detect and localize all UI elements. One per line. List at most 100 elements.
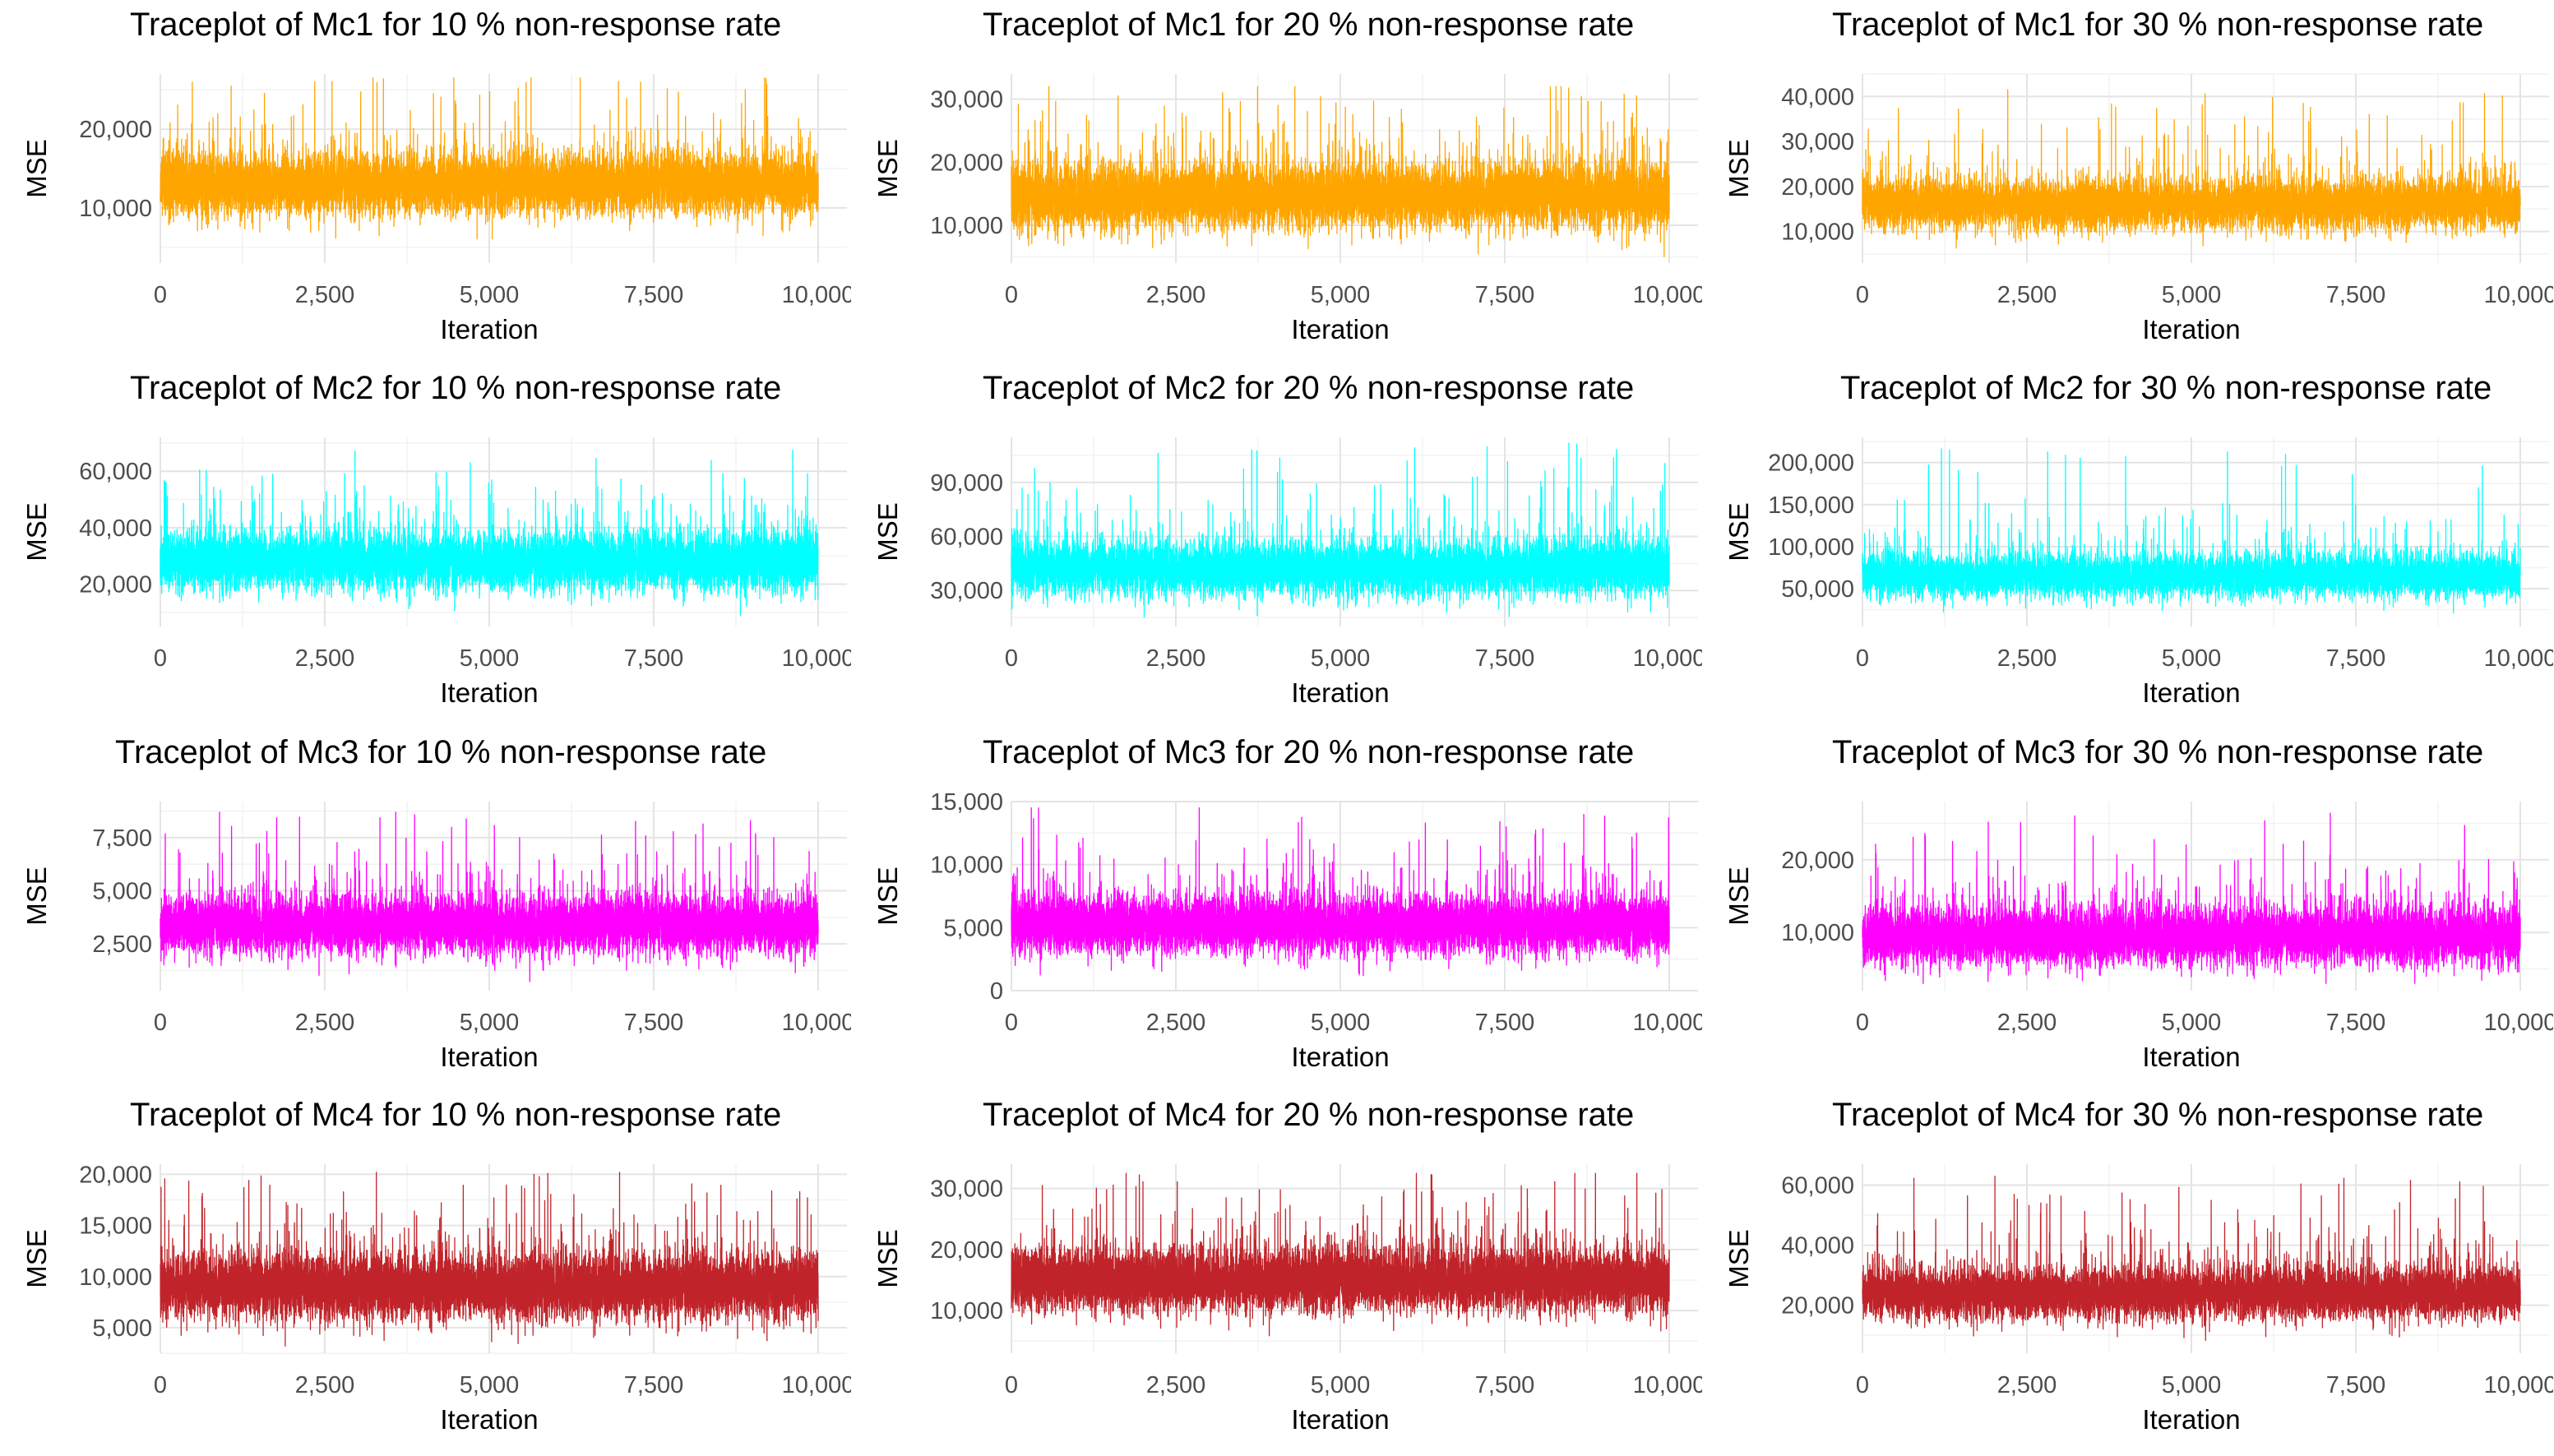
y-tick-label: 10,000: [79, 1264, 152, 1291]
x-tick-label: 2,500: [295, 645, 355, 672]
y-tick-label: 0: [990, 978, 1003, 1005]
chart-svg: 0 2,500 5,000 7,500 10,000 50,000 100,000 150,0…: [1723, 437, 2553, 708]
x-tick-label: 5,000: [460, 645, 520, 672]
y-tick-label: 60,000: [930, 524, 1003, 550]
traceplot-panel-3: Traceplot of Mc1 for 30 % non-response r…: [1702, 0, 2553, 363]
x-tick-label: 7,500: [624, 1372, 684, 1398]
trace-line: [1862, 812, 2521, 984]
trace-line: [1011, 442, 1670, 618]
x-tick-label: 5,000: [1311, 645, 1371, 672]
y-axis-label: MSE: [1723, 867, 1754, 926]
x-tick-label: 2,500: [295, 1372, 355, 1398]
x-tick-label: 10,000: [2484, 1372, 2553, 1398]
y-tick-label: 15,000: [79, 1213, 152, 1240]
chart-svg: 0 2,500 5,000 7,500 10,000 10,000 20,000 30,000…: [1723, 73, 2553, 344]
y-axis-label: MSE: [872, 139, 903, 198]
x-tick-label: 2,500: [1997, 1372, 2057, 1398]
x-tick-label: 2,500: [1146, 1010, 1206, 1036]
chart-title: Traceplot of Mc4 for 20 % non-response r…: [983, 1097, 1635, 1133]
y-tick-label: 90,000: [930, 470, 1003, 497]
traceplot-panel-12: Traceplot of Mc4 for 30 % non-response r…: [1702, 1090, 2553, 1454]
x-axis-label: Iteration: [440, 1404, 538, 1435]
x-tick-label: 5,000: [460, 1010, 520, 1036]
x-tick-label: 10,000: [1633, 1010, 1702, 1036]
x-tick-label: 5,000: [460, 282, 520, 308]
chart-svg: 0 2,500 5,000 7,500 10,000 10,000 20,000 Iterat…: [21, 74, 851, 344]
y-tick-label: 20,000: [79, 1162, 152, 1188]
x-tick-label: 0: [154, 1372, 167, 1398]
y-tick-label: 7,500: [92, 825, 152, 852]
x-tick-label: 10,000: [1633, 1372, 1702, 1398]
y-axis-label: MSE: [872, 867, 903, 926]
x-tick-label: 5,000: [1311, 1372, 1371, 1398]
x-tick-label: 7,500: [1475, 1010, 1535, 1036]
traceplot-panel-2: Traceplot of Mc1 for 20 % non-response r…: [851, 0, 1702, 363]
chart-title: Traceplot of Mc4 for 10 % non-response r…: [130, 1097, 782, 1133]
x-tick-label: 2,500: [1997, 645, 2057, 672]
chart-title: Traceplot of Mc3 for 20 % non-response r…: [983, 734, 1635, 770]
y-tick-label: 40,000: [1781, 84, 1854, 110]
y-tick-label: 30,000: [930, 578, 1003, 604]
x-axis-label: Iteration: [1291, 1042, 1389, 1072]
trace-line: [160, 449, 819, 617]
y-tick-label: 30,000: [930, 1176, 1003, 1203]
y-axis-label: MSE: [872, 1229, 903, 1288]
traceplot-panel-5: Traceplot of Mc2 for 20 % non-response r…: [851, 363, 1702, 727]
x-tick-label: 2,500: [1146, 645, 1206, 672]
trace-line: [160, 77, 819, 240]
x-tick-label: 0: [154, 645, 167, 672]
x-tick-label: 7,500: [2326, 282, 2386, 308]
y-tick-label: 10,000: [930, 213, 1003, 239]
traceplot-panel-11: Traceplot of Mc4 for 20 % non-response r…: [851, 1090, 1702, 1454]
y-tick-label: 5,000: [92, 879, 152, 905]
x-axis-label: Iteration: [1291, 677, 1389, 708]
trace-line: [160, 1172, 819, 1347]
y-tick-label: 20,000: [79, 572, 152, 599]
chart-title: Traceplot of Mc3 for 30 % non-response r…: [1832, 734, 2484, 770]
y-tick-label: 30,000: [930, 87, 1003, 113]
x-tick-label: 7,500: [624, 282, 684, 308]
x-tick-label: 7,500: [1475, 645, 1535, 672]
traceplot-panel-8: Traceplot of Mc3 for 20 % non-response r…: [851, 728, 1702, 1091]
x-tick-label: 7,500: [2326, 645, 2386, 672]
x-tick-label: 2,500: [295, 1010, 355, 1036]
x-tick-label: 7,500: [2326, 1010, 2386, 1036]
chart-svg: 0 2,500 5,000 7,500 10,000 30,000 60,000 90,000…: [872, 437, 1702, 708]
x-tick-label: 7,500: [1475, 1372, 1535, 1398]
x-tick-label: 10,000: [782, 282, 851, 308]
y-tick-label: 10,000: [79, 196, 152, 222]
x-axis-label: Iteration: [2142, 314, 2240, 344]
traceplot-panel-1: Traceplot of Mc1 for 10 % non-response r…: [0, 0, 851, 363]
y-tick-label: 5,000: [92, 1315, 152, 1342]
chart-svg: 0 2,500 5,000 7,500 10,000 20,000 40,000 60,000…: [21, 437, 851, 708]
y-axis-label: MSE: [1723, 1229, 1754, 1288]
y-tick-label: 20,000: [1781, 848, 1854, 874]
y-tick-label: 20,000: [930, 150, 1003, 176]
x-axis-label: Iteration: [2142, 1404, 2240, 1435]
x-tick-label: 5,000: [2162, 645, 2222, 672]
x-tick-label: 10,000: [2484, 1010, 2553, 1036]
x-tick-label: 2,500: [1997, 282, 2057, 308]
y-tick-label: 60,000: [79, 459, 152, 485]
traceplot-panel-6: Traceplot of Mc2 for 30 % non-response r…: [1702, 363, 2553, 727]
y-axis-label: MSE: [21, 502, 52, 562]
y-tick-label: 2,500: [92, 931, 152, 958]
traceplot-panel-4: Traceplot of Mc2 for 10 % non-response r…: [0, 363, 851, 727]
y-tick-label: 30,000: [1781, 129, 1854, 155]
y-axis-label: MSE: [1723, 502, 1754, 562]
x-tick-label: 10,000: [782, 1010, 851, 1036]
x-tick-label: 0: [1856, 1372, 1869, 1398]
x-tick-label: 0: [1005, 645, 1018, 672]
chart-title: Traceplot of Mc1 for 10 % non-response r…: [130, 7, 782, 43]
chart-svg: 0 2,500 5,000 7,500 10,000 10,000 20,000 30,000…: [872, 1164, 1702, 1435]
trace-line: [1011, 807, 1670, 977]
x-tick-label: 7,500: [624, 645, 684, 672]
trace-line: [1011, 86, 1670, 257]
x-tick-label: 2,500: [1997, 1010, 2057, 1036]
chart-svg: 0 2,500 5,000 7,500 10,000 2,500 5,000 7,500 Ite…: [21, 802, 851, 1072]
x-tick-label: 5,000: [2162, 1372, 2222, 1398]
chart-title: Traceplot of Mc1 for 30 % non-response r…: [1832, 7, 2484, 43]
x-tick-label: 10,000: [2484, 282, 2553, 308]
y-axis-label: MSE: [1723, 139, 1754, 198]
